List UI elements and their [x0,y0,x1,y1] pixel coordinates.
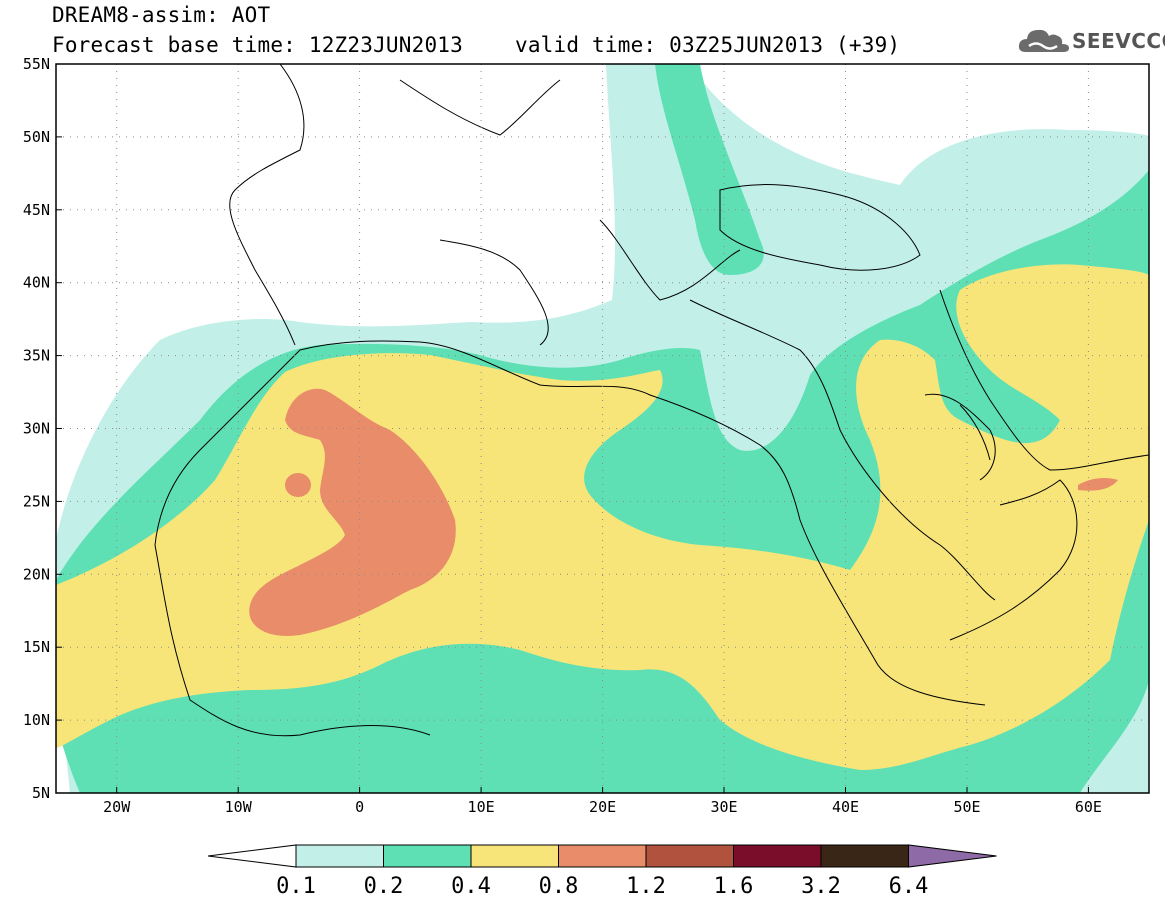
legend-labels: 0.1 0.2 0.4 0.8 1.2 1.6 3.2 6.4 [276,874,928,899]
legend-swatch-below-0.1 [207,844,297,868]
lon-label-10e: 10E [468,798,495,816]
legend-swatch-0.4 [470,844,559,868]
axis-ticks [56,63,1089,794]
lon-label-60e: 60E [1075,798,1102,816]
lat-label-50n: 50N [23,128,50,146]
legend-swatch-0.1 [295,844,384,868]
lon-label-20e: 20E [589,798,616,816]
lat-label-5n: 5N [32,784,50,802]
aot-spot-salmon-east [1078,477,1118,491]
lat-label-30n: 30N [23,420,50,438]
aot-band-0.8 [249,388,456,636]
aot-band-0.2-north [655,64,764,275]
legend-label-3.2: 3.2 [801,874,841,899]
lat-label-10n: 10N [23,711,50,729]
latitude-labels: 55N 50N 45N 40N 35N 30N 25N 20N 15N 10N … [23,55,50,802]
seevccc-logo: SEEVCCC [1016,24,1165,58]
legend-swatch-0.8 [558,844,647,868]
chart-title: DREAM8-assim: AOT [52,3,271,27]
legend-swatch-3.2 [820,844,909,868]
lon-label-10w: 10W [225,798,253,816]
legend-swatch-above-6.4 [908,844,997,868]
coastlines [154,64,1149,737]
logo-text: SEEVCCC [1072,29,1165,53]
lat-label-15n: 15N [23,638,50,656]
lat-label-35n: 35N [23,347,50,365]
valid-time-label: valid time: 03Z25JUN2013 (+39) [514,33,901,57]
legend-label-0.4: 0.4 [451,874,491,899]
longitude-labels: 20W 10W 0 10E 20E 30E 40E 50E 60E [103,798,1102,816]
legend-label-0.8: 0.8 [539,874,579,899]
legend-swatch-1.6 [733,844,822,868]
lat-label-55n: 55N [23,55,50,73]
legend-label-1.6: 1.6 [714,874,754,899]
legend-swatch-0.2 [383,844,472,868]
lon-label-0: 0 [355,798,364,816]
grid-lines [56,64,1149,793]
lat-label-40n: 40N [23,274,50,292]
cloud-icon [1018,29,1069,52]
legend-swatches [207,844,997,868]
legend-label-0.1: 0.1 [276,874,316,899]
lon-label-50e: 50E [953,798,980,816]
lon-label-40e: 40E [832,798,859,816]
aot-fields [56,64,1149,793]
aot-spot-salmon [285,473,311,497]
legend-label-6.4: 6.4 [889,874,929,899]
lat-label-25n: 25N [23,492,50,510]
base-time-label: Forecast base time: 12Z23JUN2013 [52,33,463,57]
lat-label-45n: 45N [23,201,50,219]
lon-label-20w: 20W [103,798,131,816]
lat-label-20n: 20N [23,565,50,583]
legend-label-0.2: 0.2 [364,874,404,899]
chart-subtitle: Forecast base time: 12Z23JUN2013 valid ti… [52,33,900,57]
lon-label-30e: 30E [710,798,737,816]
legend-swatch-1.2 [645,844,734,868]
legend-label-1.2: 1.2 [626,874,666,899]
aot-band-0.4 [56,264,1149,770]
